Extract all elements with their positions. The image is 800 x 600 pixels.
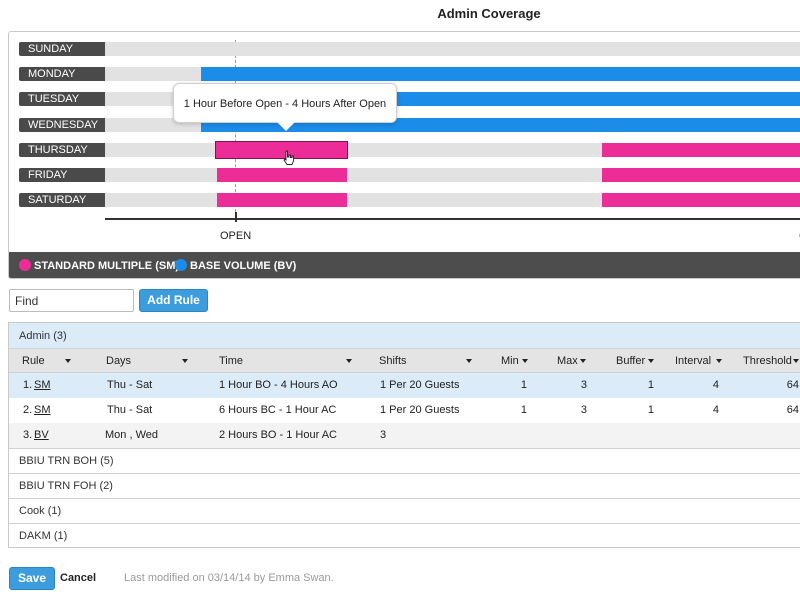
day-label: SATURDAY (19, 193, 105, 207)
sm-bar[interactable] (602, 193, 800, 207)
row-number: 3. (23, 429, 33, 441)
sm-bar[interactable] (217, 193, 347, 207)
shifts-cell: 1 Per 20 Guests (380, 404, 460, 416)
table-row[interactable]: 1. SM Thu - Sat 1 Hour BO - 4 Hours AO 1… (9, 373, 800, 398)
hand-cursor-icon (283, 150, 294, 165)
sort-caret-icon[interactable] (716, 359, 722, 363)
sort-caret-icon[interactable] (580, 359, 586, 363)
sm-bar[interactable] (217, 168, 347, 182)
day-track (105, 42, 800, 56)
sort-caret-icon[interactable] (346, 359, 352, 363)
col-min[interactable]: Min (501, 355, 519, 367)
sort-caret-icon[interactable] (182, 359, 188, 363)
buffer-cell: 1 (647, 379, 654, 391)
page-title: Admin Coverage (437, 6, 541, 21)
days-cell: Thu - Sat (107, 404, 153, 416)
group-header-admin[interactable]: Admin (3) (9, 323, 800, 349)
day-track (105, 141, 800, 159)
group-row-dakm[interactable]: DAKM (1) (9, 523, 800, 547)
legend-item-bv: BASE VOLUME (BV) (175, 259, 296, 273)
group-row-cook[interactable]: Cook (1) (9, 498, 800, 523)
sort-caret-icon[interactable] (466, 359, 472, 363)
interval-cell: 4 (712, 379, 719, 391)
row-number: 1. (23, 379, 33, 391)
threshold-cell: 64 (786, 379, 799, 391)
col-buffer[interactable]: Buffer (616, 355, 646, 367)
axis-label-open: OPEN (220, 230, 252, 242)
open-tick (235, 212, 237, 222)
save-button[interactable]: Save (9, 567, 55, 590)
last-modified-text: Last modified on 03/14/14 by Emma Swan. (124, 572, 334, 584)
col-shifts[interactable]: Shifts (379, 355, 407, 367)
bv-bar[interactable] (201, 67, 800, 81)
col-rule[interactable]: Rule (22, 355, 45, 367)
interval-cell: 4 (712, 404, 719, 416)
rule-link[interactable]: SM (34, 379, 51, 391)
legend-label: STANDARD MULTIPLE (SM) (34, 260, 180, 272)
row-number: 2. (23, 404, 33, 416)
day-label: THURSDAY (19, 143, 105, 157)
col-time[interactable]: Time (219, 355, 244, 367)
time-cell: 6 Hours BC - 1 Hour AC (219, 404, 337, 416)
coverage-chart: SUNDAY MONDAY TUESDAY WEDNESDAY THURSDAY (8, 31, 800, 279)
table-row[interactable]: 2. SM Thu - Sat 6 Hours BC - 1 Hour AC 1… (9, 398, 800, 423)
col-max[interactable]: Max (557, 355, 578, 367)
time-axis (105, 218, 800, 220)
buffer-cell: 1 (647, 404, 654, 416)
group-row-bbiu-trn-foh[interactable]: BBIU TRN FOH (2) (9, 473, 800, 498)
col-days[interactable]: Days (106, 355, 132, 367)
threshold-cell: 64 (786, 404, 799, 416)
time-cell: 1 Hour BO - 4 Hours AO (219, 379, 338, 391)
col-interval[interactable]: Interval (675, 355, 712, 367)
legend-item-sm: STANDARD MULTIPLE (SM) (19, 259, 179, 273)
column-header-row: Rule Days Time Shifts Min Max Buffer Int… (9, 349, 800, 373)
min-cell: 1 (520, 404, 527, 416)
sort-caret-icon[interactable] (65, 359, 71, 363)
sort-caret-icon[interactable] (522, 359, 528, 363)
day-label: TUESDAY (19, 92, 105, 106)
rule-link[interactable]: SM (34, 404, 51, 416)
shifts-cell: 1 Per 20 Guests (380, 379, 460, 391)
days-cell: Thu - Sat (107, 379, 153, 391)
sort-caret-icon[interactable] (793, 359, 799, 363)
rules-table: Admin (3) Rule Days Time Shifts Min Max … (8, 322, 800, 548)
tooltip-arrow (277, 122, 295, 131)
day-label: MONDAY (19, 67, 105, 81)
day-track (105, 168, 800, 182)
max-cell: 3 (580, 404, 587, 416)
find-input[interactable] (9, 289, 134, 312)
day-track (105, 67, 800, 81)
table-row[interactable]: 3. BV Mon , Wed 2 Hours BO - 1 Hour AC 3 (9, 423, 800, 448)
shifts-cell: 3 (380, 429, 387, 441)
add-rule-button[interactable]: Add Rule (139, 289, 208, 312)
days-cell: Mon , Wed (105, 429, 158, 441)
chart-legend: STANDARD MULTIPLE (SM) BASE VOLUME (BV) (9, 252, 800, 278)
sm-bar[interactable] (602, 143, 800, 157)
sm-bar-selected[interactable] (215, 141, 348, 159)
day-track (105, 193, 800, 207)
sm-bar[interactable] (602, 168, 800, 182)
rule-link[interactable]: BV (34, 429, 49, 441)
max-cell: 3 (580, 379, 587, 391)
bar-tooltip: 1 Hour Before Open - 4 Hours After Open (173, 83, 397, 123)
min-cell: 1 (520, 379, 527, 391)
legend-dot-bv (175, 259, 187, 271)
cancel-link[interactable]: Cancel (60, 572, 97, 584)
legend-label: BASE VOLUME (BV) (190, 260, 297, 272)
col-threshold[interactable]: Threshold (743, 355, 792, 367)
legend-dot-sm (19, 259, 31, 271)
day-label: WEDNESDAY (19, 118, 105, 132)
day-label: FRIDAY (19, 168, 105, 182)
group-row-bbiu-trn-boh[interactable]: BBIU TRN BOH (5) (9, 448, 800, 473)
day-label: SUNDAY (19, 42, 105, 56)
sort-caret-icon[interactable] (648, 359, 654, 363)
time-cell: 2 Hours BO - 1 Hour AC (219, 429, 337, 441)
